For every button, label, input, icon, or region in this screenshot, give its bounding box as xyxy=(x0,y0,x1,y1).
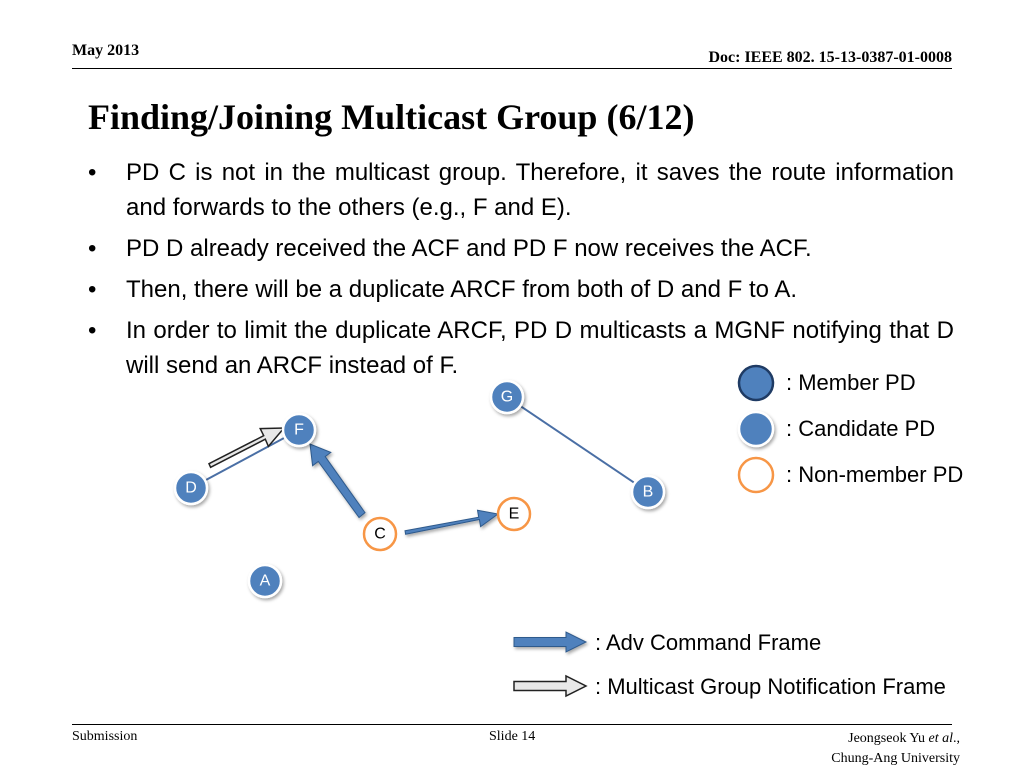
footer-author-line: Jeongseok Yu et al., xyxy=(831,729,960,749)
bullet-text: PD C is not in the multicast group. Ther… xyxy=(126,159,954,221)
legend-candidate-symbol xyxy=(737,410,775,448)
legend-non-member-label: : Non-member PD xyxy=(786,462,964,487)
node-label-b: B xyxy=(643,484,654,501)
candidate-pd-circle xyxy=(630,474,666,510)
header-doc-id: Doc: IEEE 802. 15-13-0387-01-0008 xyxy=(708,49,952,66)
candidate-pd-circle xyxy=(247,563,283,599)
legend-adv-label: : Adv Command Frame xyxy=(595,630,822,655)
bullet-list: • PD C is not in the multicast group. The… xyxy=(88,155,954,389)
adv-arrow-c-e xyxy=(404,509,500,535)
bullet-text: In order to limit the duplicate ARCF, PD… xyxy=(126,317,954,379)
slide-title: Finding/Joining Multicast Group (6/12) xyxy=(88,97,695,137)
node-b: B xyxy=(630,474,666,510)
bullet-text: Then, there will be a duplicate ARCF fro… xyxy=(126,276,798,303)
footer-author: Jeongseok Yu xyxy=(848,731,925,746)
legend-member-label: : Member PD xyxy=(786,370,916,395)
node-label-d: D xyxy=(185,480,197,497)
node-c: C xyxy=(362,516,398,552)
node-f: F xyxy=(281,412,317,448)
footer-author-tail: ., xyxy=(953,731,960,746)
node-e: E xyxy=(496,496,532,532)
bullet-marker: • xyxy=(88,317,97,344)
node-a: A xyxy=(247,563,283,599)
bullet-marker: • xyxy=(88,276,97,303)
link-g-b xyxy=(506,396,649,493)
mgnf-arrow-d-f xyxy=(208,427,286,469)
bullet-item: • PD C is not in the multicast group. The… xyxy=(88,155,954,225)
node-label-g: G xyxy=(501,389,513,406)
adv-arrow-c-f xyxy=(309,443,366,519)
candidate-pd-circle xyxy=(173,470,209,506)
link-d-f xyxy=(190,429,300,489)
node-label-c: C xyxy=(374,526,386,543)
node-d: D xyxy=(173,470,209,506)
node-label-a: A xyxy=(260,573,271,590)
footer-rule xyxy=(72,724,952,725)
footer-etal: et al xyxy=(928,731,954,746)
header-date: May 2013 xyxy=(72,42,140,59)
bullet-item: • PD D already received the ACF and PD F … xyxy=(88,231,954,266)
footer-org: Chung-Ang University xyxy=(831,751,960,766)
legend-candidate-label: : Candidate PD xyxy=(786,416,936,441)
footer-author-block: Jeongseok Yu et al., Chung-Ang Universit… xyxy=(831,729,960,769)
header-rule xyxy=(72,68,952,69)
legend-non-member-symbol xyxy=(737,456,775,494)
legend-adv-arrow xyxy=(513,631,588,653)
bullet-text: PD D already received the ACF and PD F n… xyxy=(126,235,812,262)
node-label-f: F xyxy=(294,422,304,439)
bullet-marker: • xyxy=(88,235,97,262)
non-member-pd-circle xyxy=(362,516,398,552)
bullet-item: • Then, there will be a duplicate ARCF fr… xyxy=(88,272,954,307)
candidate-pd-circle xyxy=(489,379,525,415)
legend-mgnf-label: : Multicast Group Notification Frame xyxy=(595,674,946,699)
bullet-marker: • xyxy=(88,159,97,186)
legend-mgnf-arrow xyxy=(513,674,588,698)
node-label-e: E xyxy=(509,506,520,523)
footer-slide-number: Slide 14 xyxy=(489,729,536,744)
non-member-pd-circle xyxy=(496,496,532,532)
candidate-pd-circle xyxy=(281,412,317,448)
footer-submission: Submission xyxy=(72,729,138,744)
legend-member-symbol xyxy=(737,364,775,402)
bullet-item: • In order to limit the duplicate ARCF, P… xyxy=(88,313,954,383)
node-g: G xyxy=(489,379,525,415)
